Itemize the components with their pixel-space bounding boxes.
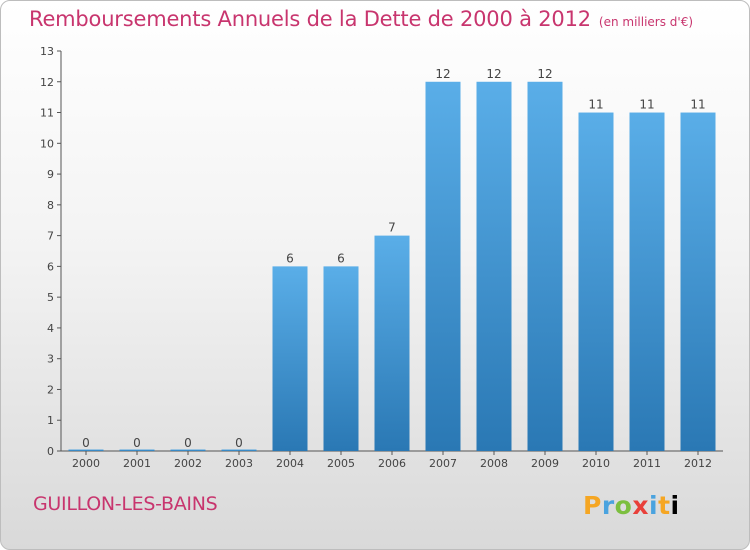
bar xyxy=(221,449,257,451)
data-label: 0 xyxy=(133,436,141,450)
data-label: 11 xyxy=(639,98,654,112)
y-tick-label: 3 xyxy=(47,353,54,366)
y-tick-label: 0 xyxy=(47,445,54,458)
y-tick-label: 11 xyxy=(40,107,54,120)
y-tick-label: 5 xyxy=(47,291,54,304)
data-label: 6 xyxy=(286,251,294,265)
y-tick-label: 1 xyxy=(47,414,54,427)
bar xyxy=(272,266,308,451)
logo-letter: i xyxy=(670,491,680,520)
x-tick-label: 2004 xyxy=(276,457,304,470)
x-tick-label: 2001 xyxy=(123,457,151,470)
x-tick-label: 2006 xyxy=(378,457,406,470)
x-tick-label: 2009 xyxy=(531,457,559,470)
bar xyxy=(425,81,461,452)
x-tick-label: 2011 xyxy=(633,457,661,470)
bar xyxy=(323,266,359,451)
x-tick-label: 2007 xyxy=(429,457,457,470)
logo-letter: x xyxy=(632,491,649,520)
bar xyxy=(527,81,563,452)
proxiti-logo: Proxiti xyxy=(583,491,680,520)
data-label: 12 xyxy=(435,67,450,81)
y-tick-label: 4 xyxy=(47,322,54,335)
logo-letter: i xyxy=(649,491,659,520)
data-label: 0 xyxy=(82,436,90,450)
data-label: 6 xyxy=(337,251,345,265)
x-tick-label: 2010 xyxy=(582,457,610,470)
bar xyxy=(680,112,716,452)
data-label: 0 xyxy=(184,436,192,450)
logo-letter: P xyxy=(583,491,602,520)
x-tick-label: 2000 xyxy=(72,457,100,470)
bar xyxy=(374,235,410,451)
data-label: 11 xyxy=(690,98,705,112)
y-tick-label: 12 xyxy=(40,76,54,89)
data-label: 12 xyxy=(486,67,501,81)
chart-unit: (en milliers d'€) xyxy=(598,15,694,29)
x-tick-label: 2003 xyxy=(225,457,253,470)
y-tick-label: 9 xyxy=(47,168,54,181)
bar xyxy=(629,112,665,452)
data-label: 7 xyxy=(388,221,396,235)
x-tick-label: 2008 xyxy=(480,457,508,470)
chart-title-text: Remboursements Annuels de la Dette de 20… xyxy=(29,7,591,31)
data-label: 11 xyxy=(588,98,603,112)
bar xyxy=(578,112,614,452)
logo-letter: t xyxy=(658,491,671,520)
logo-letter: o xyxy=(614,491,633,520)
bar xyxy=(170,449,206,451)
bar xyxy=(119,449,155,451)
logo-letter: r xyxy=(601,491,615,520)
x-tick-label: 2005 xyxy=(327,457,355,470)
y-tick-label: 8 xyxy=(47,199,54,212)
y-tick-label: 13 xyxy=(40,45,54,58)
x-tick-label: 2012 xyxy=(684,457,712,470)
data-label: 0 xyxy=(235,436,243,450)
x-tick-label: 2002 xyxy=(174,457,202,470)
commune-name: GUILLON-LES-BAINS xyxy=(33,493,218,515)
y-tick-label: 10 xyxy=(40,137,54,150)
y-tick-label: 7 xyxy=(47,230,54,243)
bar xyxy=(68,449,104,451)
bar xyxy=(476,81,512,452)
chart-title: Remboursements Annuels de la Dette de 20… xyxy=(29,7,693,31)
y-tick-label: 2 xyxy=(47,383,54,396)
y-tick-label: 6 xyxy=(47,260,54,273)
data-label: 12 xyxy=(537,67,552,81)
